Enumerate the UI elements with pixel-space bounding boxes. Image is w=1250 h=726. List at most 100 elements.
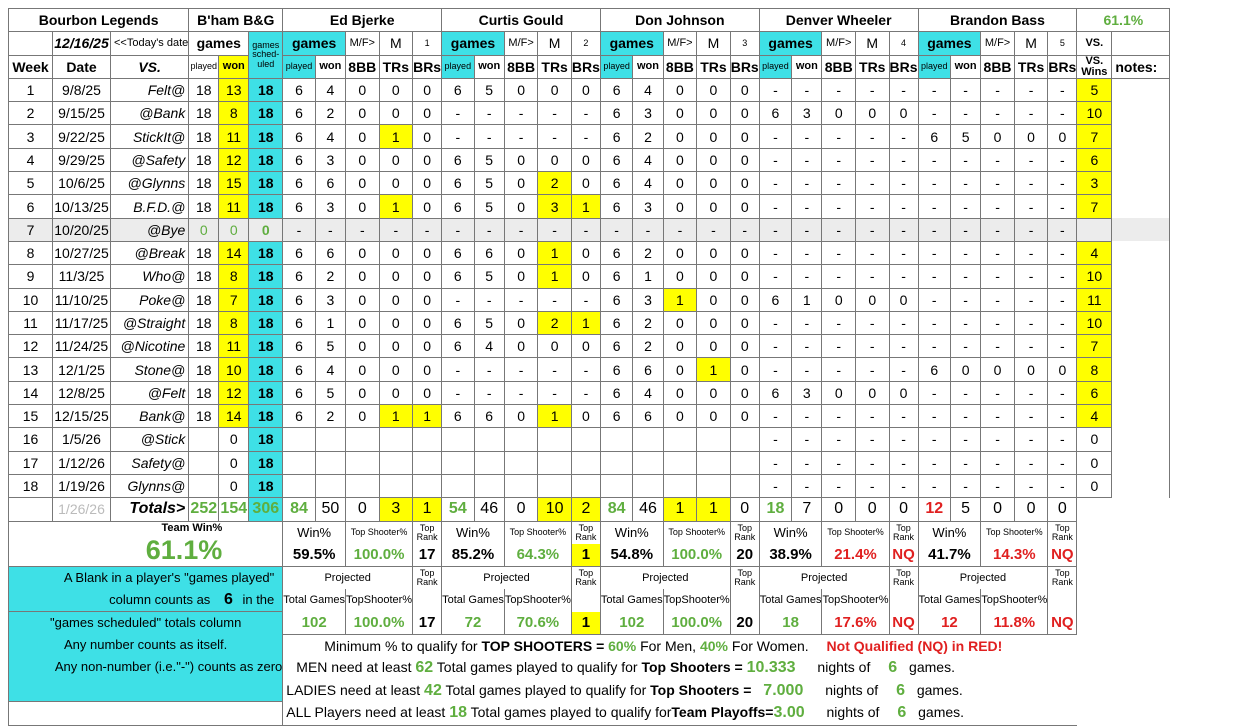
- player-stat-cell[interactable]: 1: [412, 404, 443, 429]
- player-stat-cell[interactable]: -: [570, 287, 601, 312]
- vs-wins-cell[interactable]: 0: [1076, 427, 1113, 452]
- player-stat-cell[interactable]: -: [821, 171, 856, 196]
- player-stat-cell[interactable]: 0: [503, 404, 539, 429]
- won-header[interactable]: won: [949, 54, 982, 79]
- player-stat-cell[interactable]: -: [980, 147, 1015, 173]
- player-stat-cell[interactable]: 0: [345, 77, 380, 103]
- mf-header[interactable]: M/F>: [980, 31, 1015, 56]
- player-total-cell[interactable]: 0: [345, 497, 380, 522]
- date-cell[interactable]: 12/15/25: [52, 404, 111, 429]
- won-header[interactable]: won: [314, 54, 347, 79]
- opponent-cell[interactable]: Who@: [109, 264, 190, 289]
- player-stat-cell[interactable]: 1: [314, 310, 347, 336]
- player-stat-cell[interactable]: 1: [378, 404, 414, 429]
- date-cell[interactable]: 11/10/25: [52, 287, 111, 312]
- player-stat-cell[interactable]: 4: [314, 357, 347, 382]
- player-stat-cell[interactable]: [662, 450, 698, 475]
- week-cell[interactable]: 15: [8, 404, 53, 429]
- player-stat-cell[interactable]: 0: [378, 101, 414, 126]
- player-stat-cell[interactable]: -: [1047, 450, 1078, 475]
- top-rank-label[interactable]: Top Rank: [1047, 566, 1078, 590]
- team-won-cell[interactable]: 8: [218, 264, 250, 289]
- top-shooter-value[interactable]: 64.3%: [503, 543, 572, 568]
- player-total-cell[interactable]: 5: [949, 497, 982, 522]
- player-stat-cell[interactable]: 2: [632, 240, 664, 266]
- player-stat-cell[interactable]: 0: [570, 264, 601, 289]
- player-stat-cell[interactable]: 0: [949, 357, 982, 382]
- 8bb-header[interactable]: 8BB: [345, 54, 380, 79]
- player-stat-cell[interactable]: -: [758, 217, 793, 242]
- player-stat-cell[interactable]: -: [854, 404, 890, 429]
- player-stat-cell[interactable]: 6: [599, 357, 634, 382]
- player-stat-cell[interactable]: 1: [570, 310, 601, 336]
- top-shooter-label[interactable]: Top Shooter%: [345, 520, 414, 544]
- player-stat-cell[interactable]: -: [821, 334, 856, 359]
- trs-header[interactable]: TRs: [696, 54, 731, 79]
- win-pct-value[interactable]: 38.9%: [758, 543, 823, 568]
- player-stat-cell[interactable]: -: [917, 101, 951, 126]
- player-stat-cell[interactable]: -: [888, 171, 919, 196]
- vs-wins-cell[interactable]: 7: [1076, 194, 1113, 219]
- projected-rank[interactable]: NQ: [888, 611, 919, 636]
- player-stat-cell[interactable]: -: [473, 380, 505, 406]
- player-stat-cell[interactable]: -: [888, 77, 919, 103]
- player-stat-cell[interactable]: -: [917, 147, 951, 173]
- player-stat-cell[interactable]: 2: [632, 310, 664, 336]
- player-stat-cell[interactable]: 6: [441, 264, 475, 289]
- week-cell[interactable]: 14: [8, 380, 53, 406]
- date-cell[interactable]: 10/13/25: [52, 194, 111, 219]
- player-stat-cell[interactable]: 0: [821, 101, 856, 126]
- projected-rank[interactable]: 17: [412, 611, 443, 636]
- player-stat-cell[interactable]: 0: [345, 124, 380, 149]
- team-won-cell[interactable]: 0: [218, 473, 250, 499]
- played-header[interactable]: played: [917, 54, 951, 79]
- date-cell[interactable]: 12/1/25: [52, 357, 111, 382]
- team-scheduled-cell[interactable]: 18: [248, 334, 284, 359]
- player-stat-cell[interactable]: 0: [696, 240, 731, 266]
- player-stat-cell[interactable]: [696, 450, 731, 475]
- player-stat-cell[interactable]: -: [888, 310, 919, 336]
- player-stat-cell[interactable]: 0: [729, 240, 760, 266]
- player-total-cell[interactable]: 7: [791, 497, 823, 522]
- player-stat-cell[interactable]: 4: [314, 77, 347, 103]
- player-stat-cell[interactable]: -: [949, 264, 982, 289]
- projected-label[interactable]: Projected: [441, 566, 572, 590]
- team-played-cell[interactable]: 18: [188, 404, 220, 429]
- player-stat-cell[interactable]: -: [791, 264, 823, 289]
- player-total-cell[interactable]: 54: [441, 497, 475, 522]
- player-stat-cell[interactable]: 5: [314, 334, 347, 359]
- vs-wins-cell[interactable]: 0: [1076, 473, 1113, 499]
- player-stat-cell[interactable]: -: [980, 287, 1015, 312]
- player-stat-cell[interactable]: [729, 473, 760, 499]
- team-scheduled-cell[interactable]: 18: [248, 240, 284, 266]
- projected-games[interactable]: 102: [282, 611, 347, 636]
- player-stat-cell[interactable]: [537, 450, 572, 475]
- player-total-cell[interactable]: 0: [854, 497, 890, 522]
- player-stat-cell[interactable]: -: [821, 450, 856, 475]
- player-stat-cell[interactable]: 6: [282, 240, 316, 266]
- player-stat-cell[interactable]: -: [1013, 310, 1049, 336]
- top-rank-label[interactable]: Top Rank: [888, 520, 919, 544]
- player-stat-cell[interactable]: [473, 450, 505, 475]
- player-stat-cell[interactable]: 1: [378, 124, 414, 149]
- player-stat-cell[interactable]: [345, 473, 380, 499]
- player-stat-cell[interactable]: 0: [345, 380, 380, 406]
- player-stat-cell[interactable]: -: [854, 240, 890, 266]
- player-stat-cell[interactable]: -: [1013, 404, 1049, 429]
- team-won-cell[interactable]: 0: [218, 217, 250, 242]
- player-stat-cell[interactable]: 0: [729, 147, 760, 173]
- team-pct[interactable]: 61.1%: [1076, 7, 1171, 33]
- team-played-cell[interactable]: 0: [188, 217, 220, 242]
- games-header[interactable]: games: [188, 31, 250, 56]
- player-stat-cell[interactable]: -: [1013, 77, 1049, 103]
- projected-label[interactable]: Projected: [758, 566, 890, 590]
- player-stat-cell[interactable]: [282, 450, 316, 475]
- player-stat-cell[interactable]: 6: [758, 101, 793, 126]
- top-rank-label[interactable]: Top Rank: [729, 520, 760, 544]
- projected-games[interactable]: 102: [599, 611, 664, 636]
- player-stat-cell[interactable]: 0: [412, 357, 443, 382]
- player-stat-cell[interactable]: 0: [345, 147, 380, 173]
- player-stat-cell[interactable]: 6: [441, 404, 475, 429]
- rule-line[interactable]: MEN need at least 62 Total games played …: [282, 657, 1077, 680]
- team-played-cell[interactable]: 18: [188, 357, 220, 382]
